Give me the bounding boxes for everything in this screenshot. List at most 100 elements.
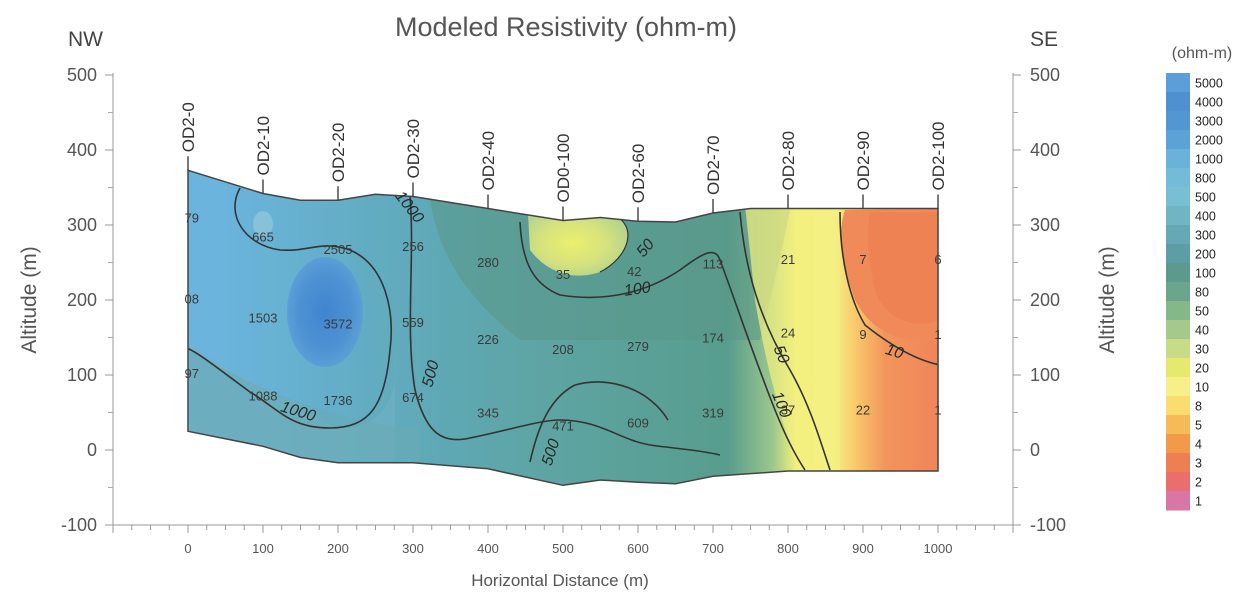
colorbar-cells bbox=[1166, 73, 1190, 511]
resistivity-value-label: 42 bbox=[627, 264, 641, 279]
resistivity-value-label: 280 bbox=[477, 255, 499, 270]
section-features bbox=[188, 187, 938, 471]
colorbar-level-label: 5 bbox=[1195, 419, 1202, 433]
y-tick-label-right: 500 bbox=[1030, 65, 1060, 85]
orange-inner bbox=[867, 212, 938, 324]
contour-label: 100 bbox=[623, 279, 652, 300]
resistivity-value-label: 1 bbox=[934, 327, 941, 342]
y-tick-label-left: 500 bbox=[67, 65, 97, 85]
y-ticks-right: -100 0 100 200 300 400 500 bbox=[1013, 65, 1066, 535]
blob-665 bbox=[253, 211, 273, 237]
colorbar-level-label: 2 bbox=[1195, 476, 1202, 490]
yellow-zone bbox=[745, 205, 840, 470]
y-tick-label-left: 200 bbox=[67, 290, 97, 310]
low-resistivity-pocket bbox=[528, 210, 628, 276]
colorbar-cell bbox=[1166, 73, 1190, 93]
x-tick-label: 300 bbox=[402, 541, 424, 556]
colorbar-cell bbox=[1166, 149, 1190, 169]
colorbar-cell bbox=[1166, 130, 1190, 150]
colorbar-cell bbox=[1166, 358, 1190, 378]
x-tick-label: 500 bbox=[552, 541, 574, 556]
y-tick-label-left: 400 bbox=[67, 140, 97, 160]
x-tick-label: 1000 bbox=[924, 541, 953, 556]
y-axis-label-left: Altitude (m) bbox=[18, 246, 41, 353]
colorbar-cell bbox=[1166, 92, 1190, 112]
colorbar-cell bbox=[1166, 225, 1190, 245]
resistivity-value-label: 24 bbox=[781, 325, 795, 340]
contour-label: 10 bbox=[883, 341, 905, 362]
bottom-teal-left bbox=[190, 350, 420, 470]
colorbar-cell bbox=[1166, 168, 1190, 188]
x-ticks: 0 100 200 300 400 500 600 700 800 900 1000 bbox=[112, 525, 1014, 556]
colorbar-level-label: 2000 bbox=[1195, 134, 1223, 148]
colorbar-cell bbox=[1166, 111, 1190, 131]
resistivity-value-label: 674 bbox=[402, 390, 424, 405]
colorbar-level-label: 1 bbox=[1195, 495, 1202, 509]
resistivity-value-label: 1088 bbox=[249, 388, 278, 403]
resistivity-value-label: 97 bbox=[185, 366, 199, 381]
colorbar: (ohm-m) 5000 4000 3000 2000 1000 800 500 400 300… bbox=[1166, 45, 1232, 511]
contour-label: 500 bbox=[419, 359, 442, 389]
colorbar-cell bbox=[1166, 339, 1190, 359]
colorbar-level-label: 400 bbox=[1195, 210, 1216, 224]
station-label: OD2-90 bbox=[854, 131, 873, 191]
colorbar-level-label: 5000 bbox=[1195, 77, 1223, 91]
contour-50 bbox=[739, 211, 831, 471]
resistivity-value-label: 79 bbox=[185, 211, 199, 226]
contour-label: 50 bbox=[770, 343, 792, 366]
station-label: OD2-0 bbox=[179, 102, 198, 152]
colorbar-labels: 5000 4000 3000 2000 1000 800 500 400 300 200 100 80… bbox=[1195, 77, 1223, 509]
colorbar-cell bbox=[1166, 491, 1190, 511]
x-tick-label: 100 bbox=[252, 541, 274, 556]
station-label: OD2-10 bbox=[254, 116, 273, 176]
resistivity-value-label: 226 bbox=[477, 332, 499, 347]
deep-green-zone bbox=[430, 200, 790, 340]
resistivity-value-label: 37 bbox=[781, 403, 795, 418]
resistivity-value-label: 7 bbox=[859, 252, 866, 267]
colorbar-cell bbox=[1166, 396, 1190, 416]
station-label: OD2-70 bbox=[704, 135, 723, 195]
station-label: OD2-100 bbox=[929, 122, 948, 191]
x-tick-label: 0 bbox=[184, 541, 191, 556]
resistivity-value-label: 319 bbox=[702, 406, 724, 421]
colorbar-level-label: 40 bbox=[1195, 324, 1209, 338]
colorbar-cell bbox=[1166, 453, 1190, 473]
contour-1000-left bbox=[188, 187, 393, 429]
resistivity-value-label: 174 bbox=[702, 331, 724, 346]
resistivity-value-label: 665 bbox=[252, 229, 274, 244]
colorbar-level-label: 30 bbox=[1195, 343, 1209, 357]
y-tick-label-left: 0 bbox=[87, 440, 97, 460]
colorbar-cell bbox=[1166, 187, 1190, 207]
chart-title: Modeled Resistivity (ohm-m) bbox=[395, 12, 737, 42]
y-tick-label-left: 300 bbox=[67, 215, 97, 235]
station-label: OD0-100 bbox=[554, 134, 573, 203]
y-tick-label-right: 200 bbox=[1030, 290, 1060, 310]
x-tick-label: 400 bbox=[477, 541, 499, 556]
resistivity-value-label: 35 bbox=[556, 267, 570, 282]
colorbar-cell bbox=[1166, 282, 1190, 302]
station-label: OD2-20 bbox=[329, 123, 348, 183]
x-tick-label: 900 bbox=[852, 541, 874, 556]
blob-high-resistivity bbox=[287, 257, 363, 367]
stations: OD2-0 OD2-10 OD2-20 OD2-30 OD2-40 OD0-100 OD2-… bbox=[179, 102, 948, 222]
resistivity-value-label: 1 bbox=[934, 403, 941, 418]
colorbar-cell bbox=[1166, 244, 1190, 264]
colorbar-level-label: 8 bbox=[1195, 400, 1202, 414]
colorbar-level-label: 200 bbox=[1195, 248, 1216, 262]
section-surface-line bbox=[187, 169, 939, 487]
resistivity-value-label: 21 bbox=[781, 252, 795, 267]
contour-100 bbox=[519, 221, 806, 471]
colorbar-cell bbox=[1166, 301, 1190, 321]
station-label: OD2-40 bbox=[479, 131, 498, 191]
x-tick-label: 700 bbox=[702, 541, 724, 556]
resistivity-value-label: 609 bbox=[627, 415, 649, 430]
colorbar-title: (ohm-m) bbox=[1172, 45, 1232, 62]
contour-500-lower bbox=[529, 381, 669, 463]
y-tick-label-left: -100 bbox=[61, 515, 97, 535]
colorbar-cell bbox=[1166, 415, 1190, 435]
station-label: OD2-60 bbox=[629, 144, 648, 204]
colorbar-cell bbox=[1166, 320, 1190, 340]
resistivity-value-label: 345 bbox=[477, 406, 499, 421]
direction-se-label: SE bbox=[1030, 28, 1058, 51]
